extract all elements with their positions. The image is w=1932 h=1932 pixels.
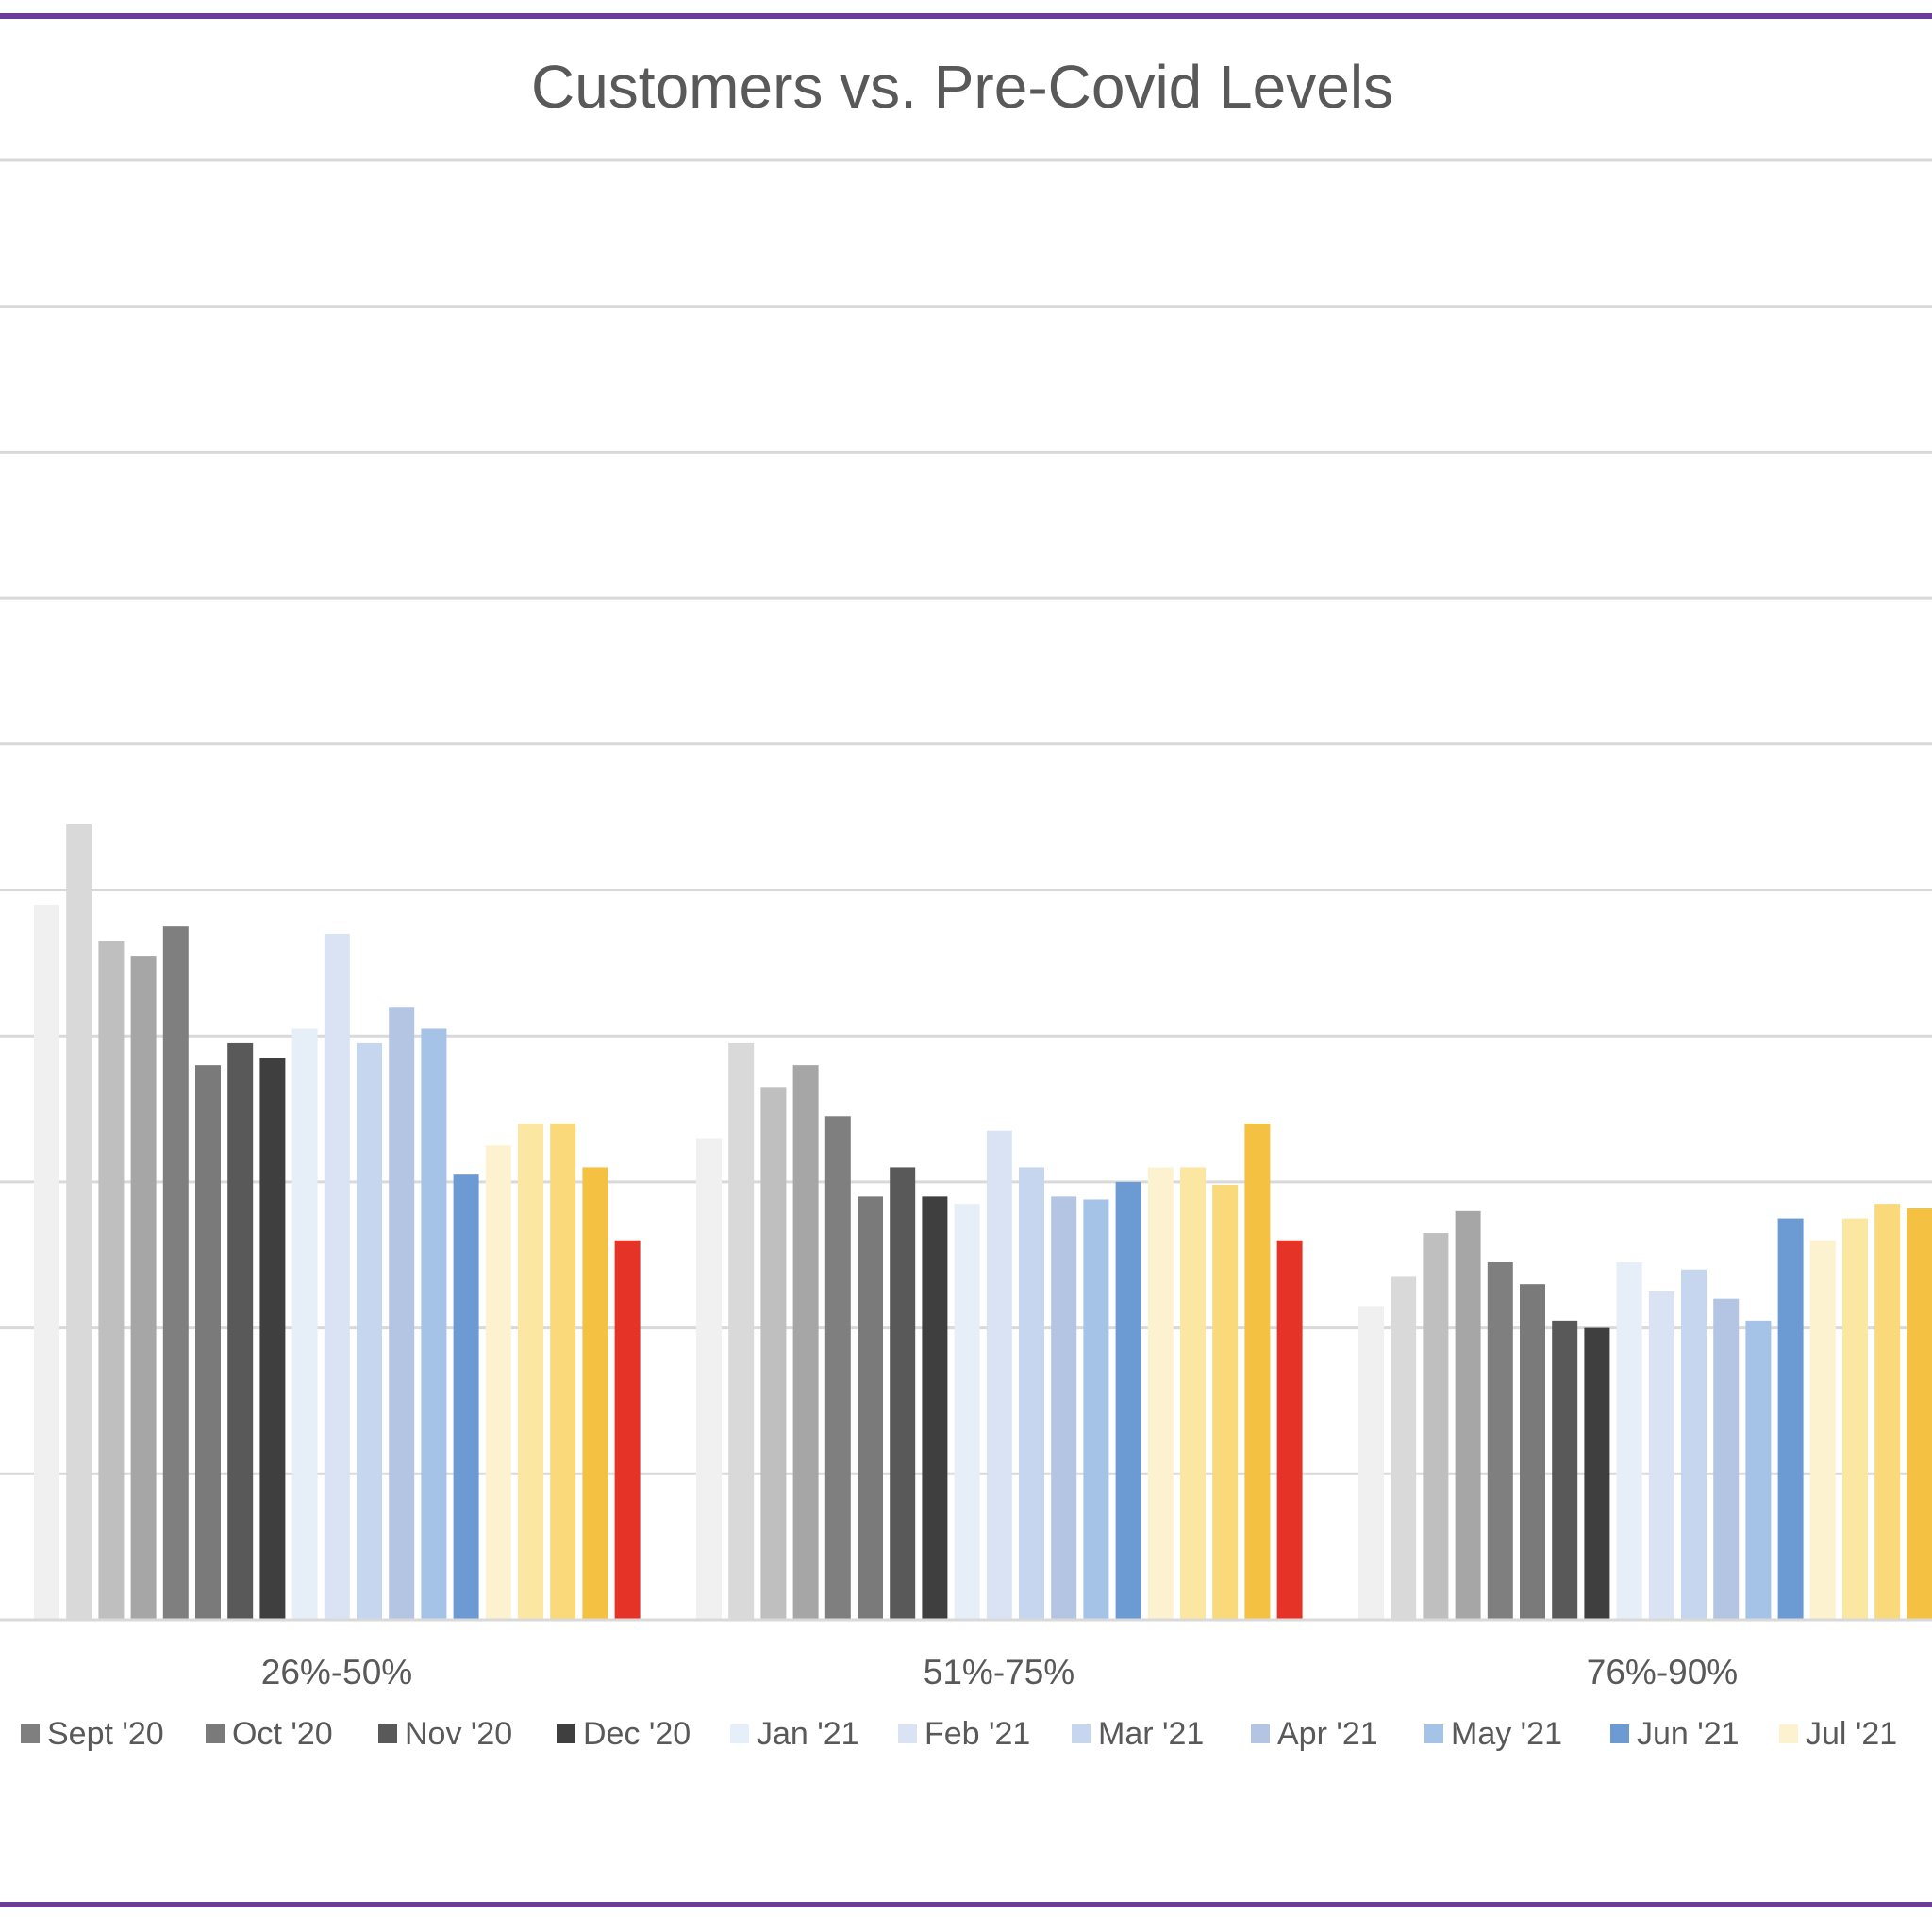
bar <box>34 904 59 1620</box>
bar <box>954 1204 980 1620</box>
bar <box>1051 1196 1077 1620</box>
bar <box>1809 1240 1836 1620</box>
bar <box>1520 1284 1545 1620</box>
bar <box>227 1042 254 1620</box>
legend-item: Jan '21 <box>730 1710 859 1757</box>
legend-swatch <box>1072 1724 1091 1744</box>
bar <box>760 1087 787 1620</box>
legend-item: Dec '20 <box>557 1710 691 1757</box>
bar <box>1842 1218 1868 1620</box>
bar <box>858 1196 883 1620</box>
bar <box>1115 1181 1141 1620</box>
bar <box>162 926 189 1620</box>
legend-swatch <box>378 1724 397 1744</box>
bar <box>792 1065 819 1620</box>
category-label: 51%-75% <box>924 1653 1074 1691</box>
bar <box>550 1124 576 1620</box>
bar <box>1019 1167 1044 1620</box>
legend-label: Jan '21 <box>757 1716 859 1752</box>
bar <box>1745 1320 1772 1620</box>
bar <box>195 1065 221 1620</box>
legend-swatch <box>1424 1724 1443 1744</box>
bar <box>1358 1306 1384 1620</box>
bar-chart: 26%-50% 51%-75% 76%-90% <box>0 158 1932 1691</box>
bar <box>582 1167 608 1620</box>
bar <box>1487 1261 1513 1620</box>
bottom-border <box>0 1902 1932 1907</box>
bar <box>1147 1167 1174 1620</box>
legend-item: Jun '21 <box>1610 1710 1740 1757</box>
legend-item: May '21 <box>1424 1710 1562 1757</box>
legend-label: Jul '21 <box>1806 1716 1898 1752</box>
category-label: 76%-90% <box>1587 1653 1738 1691</box>
legend-swatch <box>1610 1724 1629 1744</box>
bar <box>518 1124 543 1620</box>
chart-legend: Sept '20 Oct '20 Nov '20 Dec '20 Jan '21 Feb … <box>21 1710 1932 1757</box>
bar <box>98 941 125 1620</box>
bar <box>1455 1210 1481 1620</box>
bar <box>389 1007 415 1620</box>
bar <box>614 1240 641 1620</box>
bar <box>922 1196 948 1620</box>
legend-label: Nov '20 <box>405 1716 513 1752</box>
bar <box>1777 1218 1804 1620</box>
bar <box>824 1116 851 1620</box>
legend-swatch <box>1779 1724 1798 1744</box>
bar <box>357 1042 382 1620</box>
bar <box>1423 1233 1449 1620</box>
legend-item: Feb '21 <box>898 1710 1030 1757</box>
chart-title: Customers vs. Pre-Covid Levels <box>530 53 1394 121</box>
legend-item: Oct '20 <box>206 1710 333 1757</box>
bar <box>1276 1240 1303 1620</box>
bar <box>1083 1199 1109 1620</box>
bar <box>1907 1208 1932 1620</box>
bar <box>986 1130 1012 1620</box>
bar <box>324 933 350 1620</box>
bar <box>1584 1327 1610 1620</box>
legend-label: Jun '21 <box>1637 1716 1740 1752</box>
bar <box>1244 1124 1271 1620</box>
legend-label: May '21 <box>1451 1716 1562 1752</box>
legend-label: Feb '21 <box>924 1716 1031 1752</box>
legend-label: Oct '20 <box>232 1716 333 1752</box>
bar <box>453 1174 479 1620</box>
legend-swatch <box>206 1724 225 1744</box>
legend-label: Dec '20 <box>583 1716 691 1752</box>
bar <box>1616 1261 1642 1620</box>
bar <box>421 1028 447 1620</box>
legend-item: Jul '21 <box>1779 1710 1897 1757</box>
legend-swatch <box>730 1724 749 1744</box>
bar <box>1391 1276 1417 1620</box>
legend-swatch <box>898 1724 917 1744</box>
legend-item: Nov '20 <box>378 1710 512 1757</box>
bar <box>1874 1204 1901 1620</box>
bar <box>66 824 92 1620</box>
legend-item: Apr '21 <box>1251 1710 1378 1757</box>
bar <box>259 1058 286 1620</box>
bar <box>1552 1320 1578 1620</box>
legend-item: Mar '21 <box>1072 1710 1204 1757</box>
legend-label: Mar '21 <box>1098 1716 1205 1752</box>
bar <box>728 1042 755 1620</box>
legend-swatch <box>1251 1724 1270 1744</box>
bar <box>1212 1184 1239 1620</box>
bar <box>1681 1269 1707 1620</box>
legend-label: Sept '20 <box>47 1716 164 1752</box>
category-label: 26%-50% <box>261 1653 412 1691</box>
bar <box>1713 1298 1740 1620</box>
legend-swatch <box>557 1724 575 1744</box>
top-border <box>0 13 1932 19</box>
bar <box>130 956 157 1620</box>
bar <box>1180 1167 1206 1620</box>
bar <box>696 1138 722 1620</box>
legend-item: Sept '20 <box>21 1710 164 1757</box>
bar <box>1648 1291 1674 1620</box>
bar <box>485 1145 511 1620</box>
legend-label: Apr '21 <box>1277 1716 1378 1752</box>
bar <box>890 1167 916 1620</box>
bar <box>291 1028 318 1620</box>
legend-swatch <box>21 1724 40 1744</box>
